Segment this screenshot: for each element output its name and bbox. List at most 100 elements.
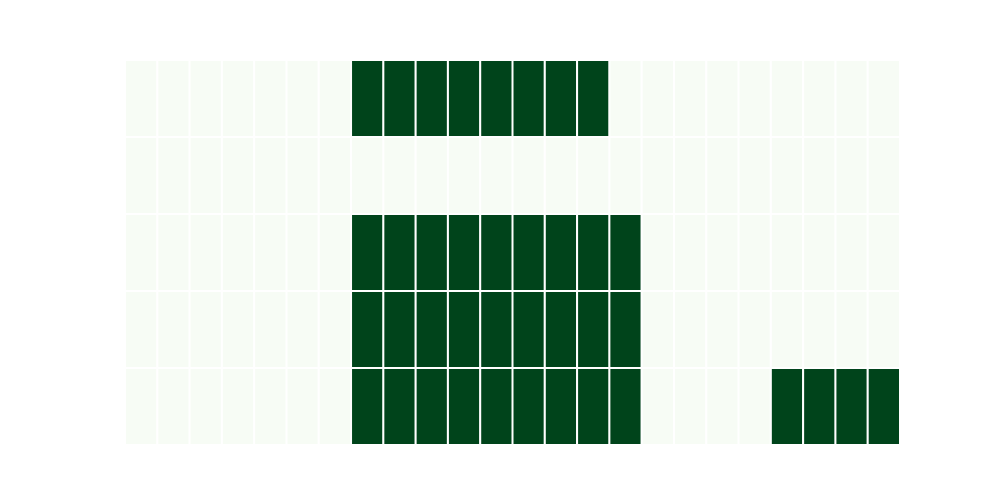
heatmap-cell-r3-c1 [156, 290, 191, 369]
heatmap-cell-r2-c2 [188, 213, 223, 292]
heatmap-cell-r4-c20 [769, 367, 805, 446]
heatmap-cell-r2-c8 [382, 213, 417, 292]
heatmap-cell-r1-c21 [802, 136, 837, 215]
heatmap-cell-r2-c18 [705, 213, 740, 292]
heatmap-cell-r2-c1 [156, 213, 191, 292]
heatmap-cell-r0-c6 [317, 59, 353, 138]
heatmap-cell-r2-c12 [511, 213, 546, 292]
heatmap-cell-r4-c19 [737, 367, 772, 446]
heatmap-cell-r0-c8 [382, 59, 417, 138]
heatmap-cell-r0-c18 [705, 59, 740, 138]
heatmap-cell-r2-c6 [317, 213, 353, 292]
heatmap-cell-r2-c20 [769, 213, 805, 292]
heatmap-cell-r1-c8 [382, 136, 417, 215]
heatmap-cell-r1-c3 [220, 136, 256, 215]
heatmap-cell-r0-c10 [446, 59, 482, 138]
heatmap-cell-r3-c10 [446, 290, 482, 369]
heatmap-cell-r3-c4 [253, 290, 288, 369]
heatmap-cell-r3-c18 [705, 290, 740, 369]
heatmap-cell-r2-c9 [414, 213, 449, 292]
heatmap-cell-r2-c21 [802, 213, 837, 292]
heatmap-cell-r2-c19 [737, 213, 772, 292]
heatmap-cell-r2-c16 [640, 213, 675, 292]
heatmap-cell-r4-c2 [188, 367, 223, 446]
heatmap-cell-r0-c13 [543, 59, 579, 138]
heatmap-cell-r2-c15 [608, 213, 643, 292]
heatmap-cell-r3-c9 [414, 290, 449, 369]
heatmap-cell-r3-c2 [188, 290, 223, 369]
heatmap-cell-r3-c19 [737, 290, 772, 369]
heatmap-cell-r0-c20 [769, 59, 805, 138]
heatmap-cell-r4-c9 [414, 367, 449, 446]
heatmap-cell-r1-c15 [608, 136, 643, 215]
heatmap-cell-r0-c16 [640, 59, 675, 138]
heatmap-cell-r4-c0 [124, 367, 159, 446]
heatmap-cell-r0-c22 [834, 59, 869, 138]
heatmap-cell-r4-c23 [866, 367, 901, 446]
heatmap-cell-r3-c16 [640, 290, 675, 369]
heatmap-cell-r1-c2 [188, 136, 223, 215]
heatmap-cell-r0-c7 [350, 59, 385, 138]
heatmap-cell-r0-c12 [511, 59, 546, 138]
heatmap-cell-r0-c21 [802, 59, 837, 138]
heatmap-cell-r2-c0 [124, 213, 159, 292]
heatmap-cell-r4-c1 [156, 367, 191, 446]
heatmap-cell-r4-c13 [543, 367, 579, 446]
heatmap-cell-r4-c22 [834, 367, 869, 446]
heatmap-cell-r2-c13 [543, 213, 579, 292]
heatmap-cell-r3-c8 [382, 290, 417, 369]
heatmap-cell-r1-c6 [317, 136, 353, 215]
heatmap-cell-r2-c17 [672, 213, 708, 292]
heatmap-cell-r3-c20 [769, 290, 805, 369]
heatmap-cell-r0-c17 [672, 59, 708, 138]
heatmap-cell-r3-c5 [285, 290, 320, 369]
heatmap-cell-r4-c5 [285, 367, 320, 446]
heatmap-cell-r0-c5 [285, 59, 320, 138]
heatmap-cell-r4-c16 [640, 367, 675, 446]
heatmap-cell-r0-c11 [479, 59, 514, 138]
heatmap-cell-r1-c22 [834, 136, 869, 215]
heatmap-cell-r1-c13 [543, 136, 579, 215]
heatmap-cell-r1-c1 [156, 136, 191, 215]
heatmap-cell-r1-c19 [737, 136, 772, 215]
heatmap-cell-r1-c11 [479, 136, 514, 215]
heatmap-cell-r3-c11 [479, 290, 514, 369]
heatmap-cell-r1-c0 [124, 136, 159, 215]
heatmap-cell-r1-c4 [253, 136, 288, 215]
heatmap-cell-r2-c22 [834, 213, 869, 292]
heatmap-cell-r1-c17 [672, 136, 708, 215]
heatmap-cell-r4-c3 [220, 367, 256, 446]
heatmap-cell-r4-c21 [802, 367, 837, 446]
heatmap-cell-r3-c7 [350, 290, 385, 369]
heatmap-cell-r3-c17 [672, 290, 708, 369]
heatmap-cell-r4-c4 [253, 367, 288, 446]
heatmap-cell-r2-c10 [446, 213, 482, 292]
heatmap-cell-r3-c14 [576, 290, 611, 369]
heatmap-cell-r3-c13 [543, 290, 579, 369]
heatmap-cell-r4-c6 [317, 367, 353, 446]
heatmap-cell-r0-c0 [124, 59, 159, 138]
heatmap-cell-r3-c3 [220, 290, 256, 369]
heatmap-cell-r2-c14 [576, 213, 611, 292]
heatmap-cell-r1-c16 [640, 136, 675, 215]
heatmap-cell-r4-c10 [446, 367, 482, 446]
heatmap-cell-r3-c12 [511, 290, 546, 369]
heatmap-cell-r1-c7 [350, 136, 385, 215]
heatmap-cell-r4-c17 [672, 367, 708, 446]
heatmap-cell-r0-c2 [188, 59, 223, 138]
heatmap-cell-r4-c15 [608, 367, 643, 446]
heatmap-cell-r0-c15 [608, 59, 643, 138]
heatmap-cell-r2-c4 [253, 213, 288, 292]
heatmap-cell-r4-c8 [382, 367, 417, 446]
heatmap-cell-r4-c11 [479, 367, 514, 446]
heatmap-cell-r2-c23 [866, 213, 901, 292]
heatmap-cell-r1-c18 [705, 136, 740, 215]
heatmap-cell-r1-c20 [769, 136, 805, 215]
heatmap-cell-r1-c10 [446, 136, 482, 215]
heatmap-cell-r3-c22 [834, 290, 869, 369]
heatmap-cell-r1-c23 [866, 136, 901, 215]
heatmap-cell-r0-c9 [414, 59, 449, 138]
heatmap-cell-r4-c18 [705, 367, 740, 446]
heatmap-cell-r1-c5 [285, 136, 320, 215]
